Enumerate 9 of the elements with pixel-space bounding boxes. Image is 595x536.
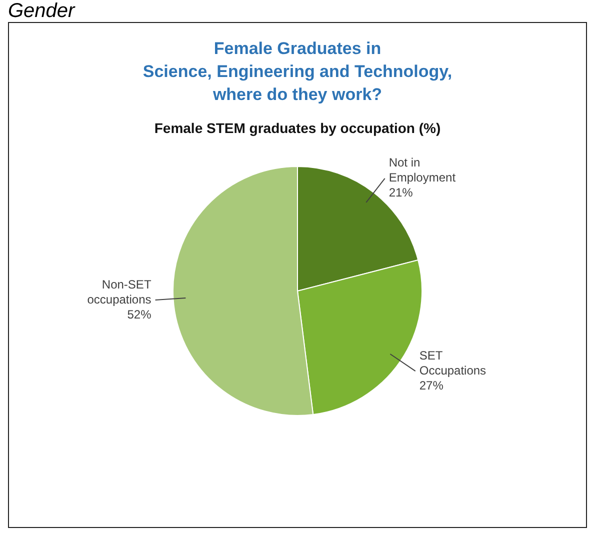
slice-label: Non-SET occupations [87,277,152,306]
text: Gender [8,0,75,23]
data-label: 21% [388,186,414,200]
slice-label: Not in Employment [388,156,456,185]
chart-title: Female Graduates in Science, Engineering and Technology, where do they work? [142,38,454,106]
chart-subtitle: Female STEM graduates by occupation (%) [153,120,442,136]
data-label: 27% [419,378,444,392]
data-label: 52% [127,307,152,322]
slice-label: SET Occupations [419,348,486,378]
